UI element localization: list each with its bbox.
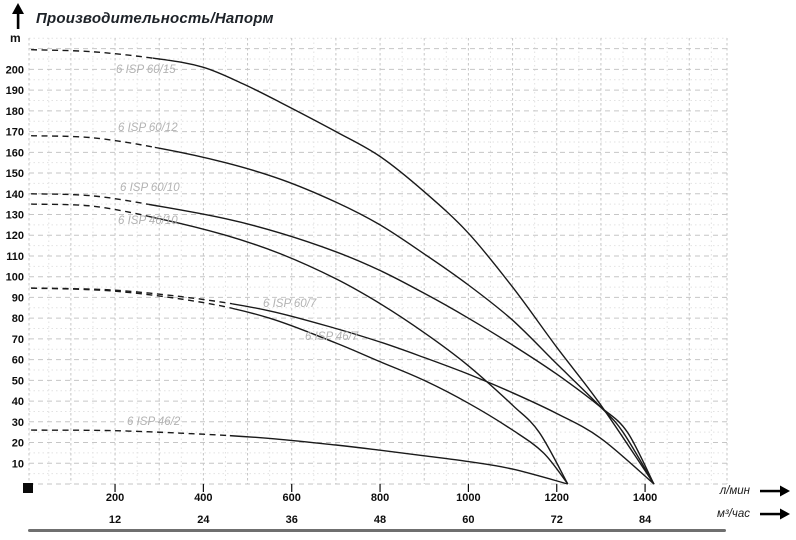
y-tick-label: 100 — [6, 272, 24, 284]
bottom-separator-line — [28, 529, 726, 533]
chart-header: Производительность/Напорм — [36, 10, 274, 28]
y-tick-label: 10 — [12, 458, 24, 470]
x-tick-label-lmin: 1000 — [456, 492, 480, 504]
y-tick-label: 150 — [6, 168, 24, 180]
y-tick-label: 50 — [12, 375, 24, 387]
right-arrow-icon — [760, 485, 790, 497]
y-tick-label: 110 — [6, 251, 24, 263]
y-tick-label: 190 — [6, 85, 24, 97]
y-tick-label: 130 — [6, 210, 24, 222]
y-tick-label: 180 — [6, 106, 24, 118]
y-axis-unit-label: m — [10, 31, 21, 45]
curve-6-isp-60-15 — [152, 57, 655, 485]
y-tick-label: 120 — [6, 230, 24, 242]
curves — [31, 49, 655, 485]
curve-6-isp-60-15-dashed-segment — [31, 49, 153, 59]
x-axis-unit-m3h-label: м³/час — [716, 508, 750, 520]
x-tick-label-lmin: 600 — [283, 492, 301, 504]
x-axis-unit-row-m3h: м³/час — [620, 508, 790, 520]
y-tick-label: 60 — [12, 355, 24, 367]
x-tick-label-m3h: 72 — [551, 514, 563, 526]
y-tick-label: 140 — [6, 189, 24, 201]
curve-6-isp-46-7 — [232, 307, 569, 485]
y-tick-label: 90 — [12, 292, 24, 304]
curve-6-isp-60-12 — [154, 146, 655, 485]
x-tick-label-m3h: 24 — [197, 514, 210, 526]
curve-label-6-isp-60-15: 6 ISP 60/15 — [116, 64, 176, 76]
x-tick-label-lmin: 1200 — [544, 492, 568, 504]
curve-label-6-isp-46-2: 6 ISP 46/2 — [127, 416, 181, 428]
x-tick-label-m3h: 48 — [374, 514, 386, 526]
curve-label-6-isp-46-10: 6 ISP 46/10 — [118, 215, 178, 227]
curve-label-6-isp-46-7: 6 ISP 46/7 — [305, 331, 359, 343]
curve-6-isp-46-7-dashed-segment — [31, 287, 233, 309]
x-axis-unit-lmin-label: л/мин — [719, 485, 750, 497]
y-tick-label: 20 — [12, 438, 24, 450]
x-tick-label-m3h: 60 — [462, 514, 474, 526]
curve-label-6-isp-60-10: 6 ISP 60/10 — [120, 182, 180, 194]
curve-6-isp-60-10 — [148, 203, 655, 485]
curve-label-6-isp-60-7: 6 ISP 60/7 — [263, 298, 317, 310]
curve-6-isp-60-7 — [232, 303, 655, 485]
y-tick-label: 70 — [12, 334, 24, 346]
y-tick-label: 170 — [6, 127, 24, 139]
y-tick-label: 30 — [12, 417, 24, 429]
y-tick-label: 80 — [12, 313, 24, 325]
curve-label-6-isp-60-12: 6 ISP 60/12 — [118, 122, 178, 134]
x-tick-label-lmin: 200 — [106, 492, 124, 504]
curve-6-isp-46-2-dashed-segment — [31, 429, 230, 437]
right-arrow-icon — [760, 508, 790, 520]
y-tick-label: 200 — [6, 64, 24, 76]
y-tick-label: 160 — [6, 147, 24, 159]
x-tick-label-m3h: 84 — [639, 514, 652, 526]
x-tick-label-lmin: 400 — [194, 492, 212, 504]
curve-6-isp-46-2 — [229, 434, 568, 485]
axes: 200 12 400 24 600 36 800 48 1000 60 1200 72 1400 84 10… — [6, 64, 658, 526]
y-tick-label: 40 — [12, 396, 24, 408]
origin-marker — [23, 483, 33, 493]
grid-minor — [29, 37, 727, 484]
x-axis-unit-row-lmin: л/мин — [620, 485, 790, 497]
x-tick-label-m3h: 36 — [286, 514, 298, 526]
grid-major — [28, 38, 728, 485]
curve-6-isp-60-7-dashed-segment — [31, 287, 233, 305]
x-tick-label-lmin: 1400 — [633, 492, 657, 504]
x-tick-label-m3h: 12 — [109, 514, 121, 526]
y-axis-direction-arrow-icon — [12, 3, 24, 29]
x-tick-label-lmin: 800 — [371, 492, 389, 504]
curve-6-isp-46-10 — [148, 215, 569, 485]
chart-title: Производительность/Напорм — [36, 10, 274, 27]
